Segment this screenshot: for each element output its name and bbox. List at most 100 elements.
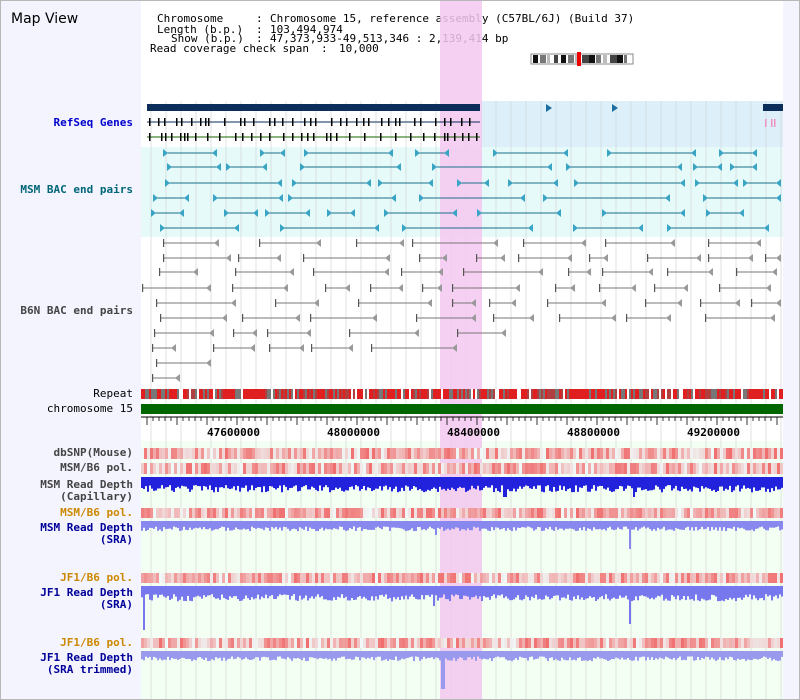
gene-exon — [164, 118, 166, 126]
bac-end-marker — [179, 209, 184, 217]
jf1-trimmed-depth-bar — [721, 651, 723, 661]
msm-capillary-depth-bar — [281, 477, 283, 493]
msm-sra-depth-bar — [479, 521, 481, 531]
bac-end-marker — [391, 194, 396, 202]
jf1-trimmed-depth-bar — [575, 651, 577, 661]
msm-capillary-depth-bar — [531, 477, 533, 489]
msm-sra-depth-bar — [289, 521, 291, 531]
bac-end-marker — [493, 149, 498, 157]
bac-end-marker — [437, 284, 442, 292]
msm-pol-heat — [165, 508, 168, 518]
msm-sra-depth-bar — [201, 521, 203, 530]
msm-capillary-depth-bar — [625, 477, 627, 489]
repeat-segment — [231, 389, 233, 399]
repeat-segment — [643, 389, 645, 399]
msm-sra-depth-bar — [553, 521, 555, 531]
gene-exon — [326, 133, 328, 141]
msm-pol-heat — [255, 463, 258, 474]
gene-exon-pink — [765, 119, 767, 127]
msm-capillary-depth-bar — [327, 477, 329, 488]
jf1-sra-depth-bar — [577, 586, 579, 596]
jf1-trimmed-depth-bar — [543, 651, 545, 657]
msm-sra-depth-bar — [751, 521, 753, 530]
msm-pol-heat — [720, 508, 723, 518]
gene-exon-pink — [774, 119, 776, 127]
repeat-segment — [499, 389, 501, 399]
bac-end-marker — [416, 314, 418, 322]
bac-end-marker — [260, 149, 265, 157]
msm-pol-heat — [666, 463, 669, 474]
repeat-segment — [221, 389, 223, 399]
msm-capillary-depth-bar — [601, 477, 603, 486]
repeat-segment — [589, 389, 591, 399]
dbsnp-heat — [687, 448, 690, 459]
msm-pol-heat — [546, 508, 549, 518]
jf1-trimmed-depth-bar — [467, 651, 469, 658]
msm-sra-depth-bar — [687, 521, 689, 527]
jf1-trimmed-depth-bar — [561, 651, 563, 658]
jf1-sra-depth-bar — [213, 586, 215, 598]
msm-pol-heat — [540, 508, 543, 518]
repeat-segment — [677, 389, 679, 399]
bac-end-marker — [184, 194, 189, 202]
jf1-pol-heat — [222, 573, 225, 583]
jf1-sra-depth-bar — [195, 586, 197, 597]
jf1-sra-depth-bar — [595, 586, 597, 602]
jf1-trimmed-depth-bar — [645, 651, 647, 661]
repeat-segment — [455, 389, 457, 399]
msm-sra-depth-bar — [291, 521, 293, 530]
jf1-pol-heat — [306, 573, 309, 583]
jf1-trimmed-depth-bar — [155, 651, 157, 658]
msm-capillary-depth-bar — [145, 477, 147, 487]
jf1-sra-depth-bar — [753, 586, 755, 596]
jf1-trimmed-depth-bar — [491, 651, 493, 662]
msm-pol-heat — [564, 463, 567, 474]
repeat-segment — [681, 389, 683, 399]
label-jf1-b6-pol-2: JF1/B6 pol. — [60, 636, 133, 649]
jf1-sra-depth-bar — [733, 586, 735, 599]
msm-sra-depth-bar — [151, 521, 153, 528]
bac-end-marker — [288, 194, 293, 202]
ideogram-band — [540, 55, 546, 63]
msm-capillary-depth-bar — [637, 477, 639, 488]
jf1-trimmed-depth-bar — [503, 651, 505, 658]
jf1-sra-depth-bar — [667, 586, 669, 601]
msm-capillary-depth-bar — [591, 477, 593, 489]
msm-capillary-depth-bar — [635, 477, 637, 493]
jf1-trimmed-depth-bar — [343, 651, 345, 657]
msm-capillary-depth-bar — [269, 477, 271, 487]
msm-capillary-depth-bar — [353, 477, 355, 490]
msm-pol-heat — [633, 463, 636, 474]
jf1-trimmed-depth-bar — [629, 651, 631, 660]
msm-sra-depth-bar — [677, 521, 679, 529]
dbsnp-heat — [771, 448, 774, 459]
msm-capillary-depth-bar — [205, 477, 207, 487]
jf1-trimmed-depth-bar — [157, 651, 159, 661]
msm-sra-depth-bar — [153, 521, 155, 529]
jf1-sra-depth-bar — [615, 586, 617, 599]
repeat-segment — [191, 389, 193, 399]
repeat-segment — [449, 389, 451, 399]
jf1-pol-heat — [744, 573, 747, 583]
msm-sra-depth-bar — [601, 521, 603, 530]
msm-sra-depth-bar — [169, 521, 171, 529]
jf1-sra-depth-bar — [587, 586, 589, 599]
msm-pol-heat — [651, 463, 654, 474]
bac-end-marker — [222, 314, 227, 322]
dbsnp-heat — [300, 448, 303, 459]
jf1-pol-heat — [273, 573, 276, 583]
repeat-segment — [633, 389, 635, 399]
gene-exon — [447, 133, 449, 141]
repeat-segment — [647, 389, 649, 399]
msm-capillary-depth-bar — [727, 477, 729, 490]
repeat-segment — [533, 389, 535, 399]
msm-sra-depth-bar — [489, 521, 491, 532]
dbsnp-heat — [684, 448, 687, 459]
msm-sra-depth-bar — [775, 521, 777, 528]
repeat-segment — [193, 389, 195, 399]
msm-sra-depth-bar — [551, 521, 553, 530]
msm-pol-heat — [396, 508, 399, 518]
jf1-sra-depth-bar — [413, 586, 415, 597]
jf1-pol-heat — [705, 638, 708, 648]
